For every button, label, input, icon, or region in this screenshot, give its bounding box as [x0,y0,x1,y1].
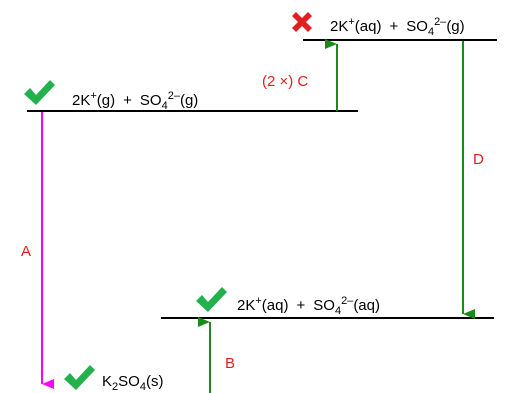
arrow-c-label: (2 ×) C [262,73,308,90]
gas-ions-label: 2K+(g) + SO42–(g) [72,90,198,112]
solid-label: K2SO4(s) [102,373,163,393]
arrow-a-label: A [21,243,31,260]
check-icon [24,80,55,105]
check-icon [196,287,227,312]
arrow-d-label: D [473,151,484,168]
arrow-b-label: B [225,355,235,372]
aqueous-label: 2K+(aq) + SO42–(aq) [237,295,380,317]
check-icon [64,365,95,390]
cross-icon [292,12,312,32]
mixed-label: 2K+(aq) + SO42–(g) [330,16,465,38]
